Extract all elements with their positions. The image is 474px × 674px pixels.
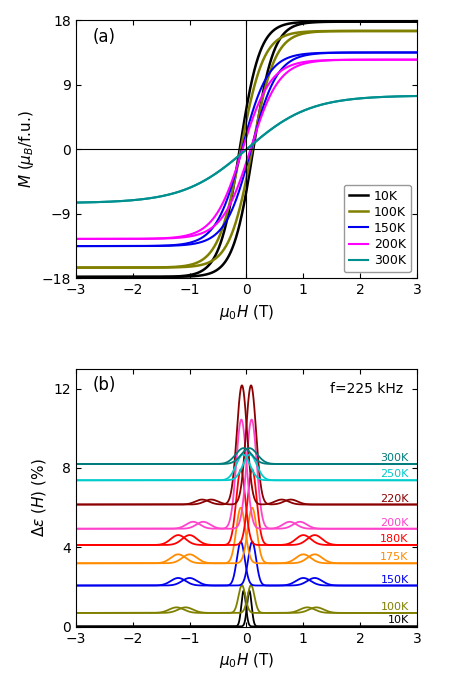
300K	[404, 92, 410, 100]
300K	[239, 149, 245, 157]
Text: 100K: 100K	[380, 602, 409, 612]
Line: 200K: 200K	[76, 60, 417, 239]
100K	[342, 27, 347, 35]
Text: f=225 kHz: f=225 kHz	[330, 381, 403, 396]
Text: 300K: 300K	[380, 453, 409, 463]
300K	[342, 96, 347, 104]
Text: 10K: 10K	[387, 615, 409, 625]
100K	[414, 27, 420, 35]
Line: 150K: 150K	[76, 53, 417, 246]
Line: 10K: 10K	[76, 22, 417, 277]
300K	[414, 92, 420, 100]
Line: 300K: 300K	[76, 96, 417, 203]
10K	[342, 18, 347, 26]
150K	[404, 49, 410, 57]
150K	[91, 242, 96, 250]
100K	[239, 195, 245, 204]
300K	[404, 92, 410, 100]
200K	[230, 195, 236, 203]
Legend: 10K, 100K, 150K, 200K, 300K: 10K, 100K, 150K, 200K, 300K	[344, 185, 411, 272]
150K	[342, 49, 347, 57]
100K	[91, 264, 96, 272]
Text: 220K: 220K	[380, 493, 409, 503]
Text: 180K: 180K	[380, 534, 409, 544]
150K	[73, 242, 79, 250]
100K	[230, 227, 236, 235]
200K	[404, 56, 410, 64]
Text: 250K: 250K	[380, 469, 409, 479]
Line: 100K: 100K	[76, 31, 417, 268]
100K	[404, 27, 410, 35]
200K	[404, 56, 410, 64]
Text: 175K: 175K	[380, 552, 409, 562]
150K	[239, 179, 245, 187]
Text: 200K: 200K	[380, 518, 409, 528]
200K	[239, 172, 245, 180]
Y-axis label: $\Delta\varepsilon$ $(H)$ (%): $\Delta\varepsilon$ $(H)$ (%)	[30, 458, 48, 537]
200K	[73, 235, 79, 243]
100K	[73, 264, 79, 272]
10K	[239, 211, 245, 219]
Y-axis label: $M$ ($\mu_B$/f.u.): $M$ ($\mu_B$/f.u.)	[17, 111, 36, 188]
Text: (a): (a)	[93, 28, 116, 46]
150K	[230, 204, 236, 212]
200K	[91, 235, 96, 243]
X-axis label: $\mu_0H$ (T): $\mu_0H$ (T)	[219, 303, 274, 321]
Text: (b): (b)	[93, 377, 116, 394]
200K	[414, 56, 420, 64]
300K	[91, 198, 96, 206]
200K	[342, 56, 347, 64]
10K	[404, 18, 410, 26]
150K	[404, 49, 410, 57]
10K	[91, 273, 96, 281]
300K	[73, 199, 79, 207]
150K	[414, 49, 420, 57]
100K	[404, 27, 410, 35]
10K	[414, 18, 420, 26]
10K	[230, 243, 236, 251]
10K	[73, 273, 79, 281]
Text: 150K: 150K	[380, 574, 409, 584]
10K	[404, 18, 410, 26]
300K	[230, 157, 236, 165]
X-axis label: $\mu_0H$ (T): $\mu_0H$ (T)	[219, 651, 274, 670]
